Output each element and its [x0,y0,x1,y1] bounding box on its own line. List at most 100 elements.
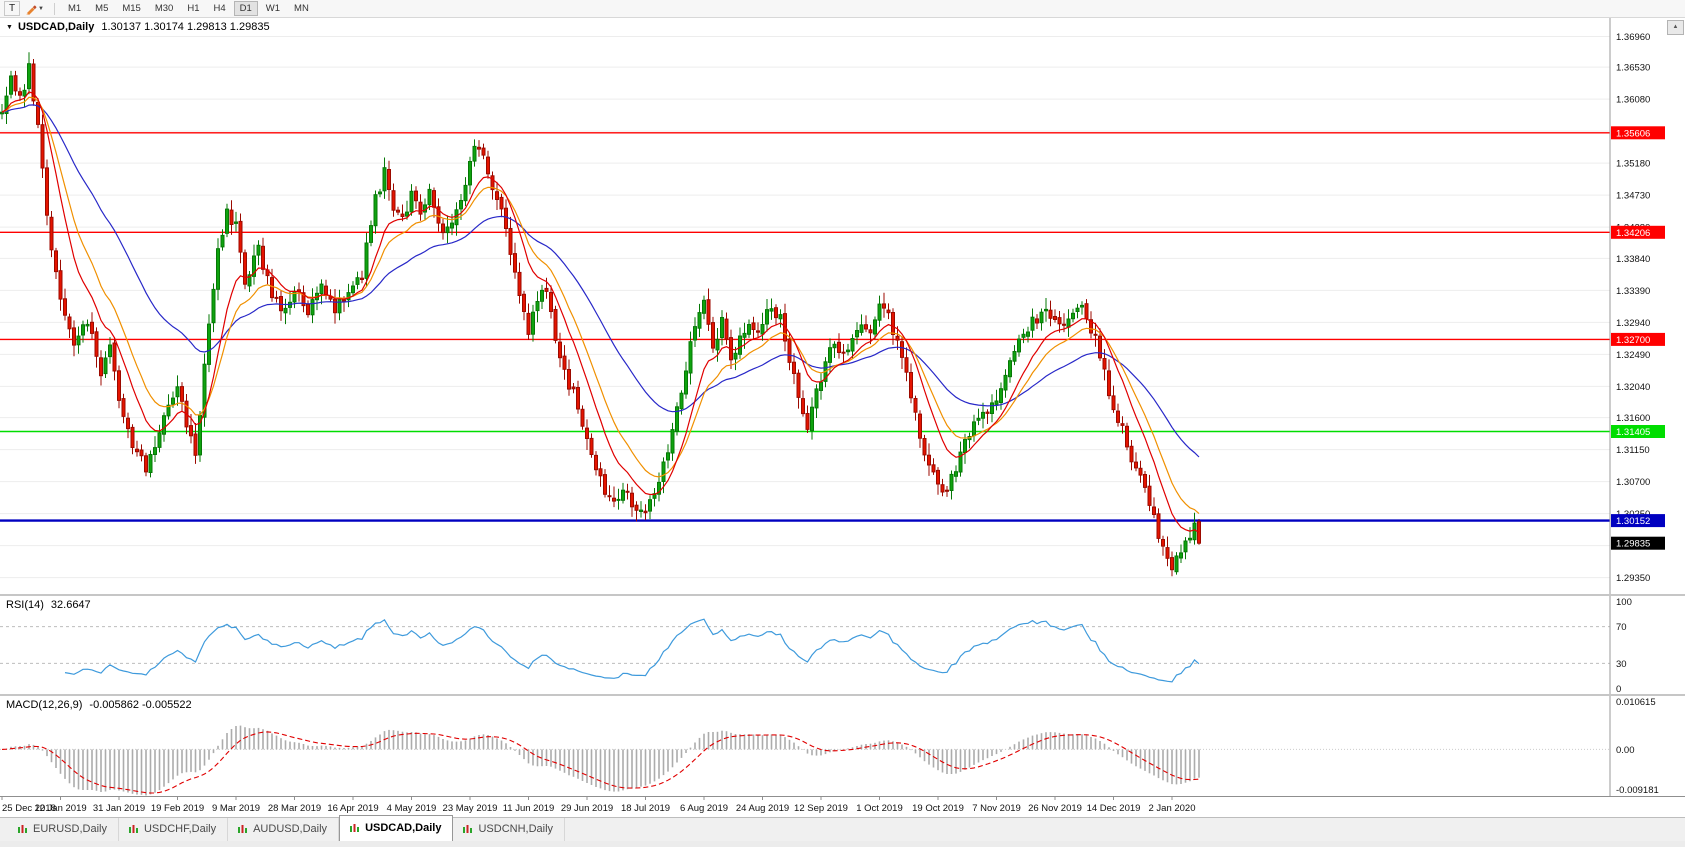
symbol-tab-bar: EURUSD,Daily USDCHF,Daily AUDUSD,Daily U… [0,815,1685,841]
chart-icon [350,824,360,832]
timeframe-m30[interactable]: M30 [149,1,179,16]
timeframe-w1[interactable]: W1 [260,1,286,16]
svg-text:23 May 2019: 23 May 2019 [443,803,498,814]
svg-text:28 Mar 2019: 28 Mar 2019 [268,803,321,814]
rsi-canvas[interactable]: 100 70 30 0 [0,596,1685,694]
crayon-icon [26,5,37,15]
price-chart-canvas[interactable]: 1.369601.365301.360801.356301.351801.347… [0,18,1685,594]
price-axis[interactable]: 1.369601.365301.360801.356301.351801.347… [1609,18,1685,594]
macd-signal-line [1,731,1200,794]
svg-text:1.30152: 1.30152 [1616,516,1650,527]
svg-text:1.32040: 1.32040 [1616,382,1650,393]
svg-text:1.31150: 1.31150 [1616,445,1650,456]
tab-usdcad-daily[interactable]: USDCAD,Daily [339,815,454,841]
macd-indicator-name: MACD(12,26,9) [6,699,83,711]
rsi-level-lines [0,626,1610,664]
svg-text:1.35606: 1.35606 [1616,128,1650,139]
tab-label: EURUSD,Daily [33,823,107,835]
svg-text:19 Oct 2019: 19 Oct 2019 [912,803,964,814]
svg-text:1.32940: 1.32940 [1616,318,1650,329]
macd-axis[interactable]: 0.010615 0.00 -0.009181 [1609,696,1685,796]
rsi-indicator-name: RSI(14) [6,599,44,611]
svg-text:1.36530: 1.36530 [1616,63,1650,74]
svg-text:9 Mar 2019: 9 Mar 2019 [212,803,260,814]
top-toolbar: T ▼ M1 M5 M15 M30 H1 H4 D1 W1 MN [0,0,1685,18]
svg-text:1.30700: 1.30700 [1616,477,1650,488]
timeframe-h4[interactable]: H4 [207,1,231,16]
macd-values: -0.005862 -0.005522 [89,699,192,711]
timeframe-h1[interactable]: H1 [181,1,205,16]
scroll-up-button[interactable]: ▲ [1667,20,1684,35]
svg-text:7 Nov 2019: 7 Nov 2019 [972,803,1021,814]
timeframe-m15[interactable]: M15 [116,1,146,16]
tab-eurusd-daily[interactable]: EURUSD,Daily [8,818,119,841]
svg-text:1.32490: 1.32490 [1616,350,1650,361]
svg-text:1.29350: 1.29350 [1616,573,1650,584]
svg-text:0: 0 [1616,684,1621,694]
toolbar-separator [53,2,55,15]
price-badge: 1.32700 [1611,332,1665,346]
price-badge: 1.30152 [1611,514,1665,528]
price-badge: 1.34206 [1611,225,1665,239]
draw-tool-button[interactable]: ▼ [22,0,47,17]
collapse-triangle-icon[interactable]: ▼ [6,23,13,31]
window-bottom-edge [0,841,1685,847]
svg-text:1.36960: 1.36960 [1616,32,1650,43]
tab-audusd-daily[interactable]: AUDUSD,Daily [228,818,340,841]
price-chart-panel[interactable]: ▼ USDCAD,Daily 1.30137 1.30174 1.29813 1… [0,18,1685,594]
svg-text:29 Jun 2019: 29 Jun 2019 [561,803,613,814]
timeframe-m5[interactable]: M5 [89,1,114,16]
svg-text:1.31405: 1.31405 [1616,427,1650,438]
svg-text:25 Dec 2018: 25 Dec 2018 [2,803,56,814]
svg-text:1 Oct 2019: 1 Oct 2019 [856,803,902,814]
rsi-axis[interactable]: 100 70 30 0 [1609,596,1685,694]
chart-icon [238,825,248,833]
macd-histogram [5,725,1200,796]
chart-ohlc-values: 1.30137 1.30174 1.29813 1.29835 [101,21,270,33]
timeframe-mn[interactable]: MN [288,1,315,16]
svg-text:70: 70 [1616,622,1627,633]
svg-text:30: 30 [1616,659,1627,670]
macd-canvas[interactable]: 0.010615 0.00 -0.009181 [0,696,1685,796]
date-axis[interactable]: 25 Dec 2018 12 Jan 2019 31 Jan 2019 19 Feb … [0,796,1685,817]
tab-usdcnh-daily[interactable]: USDCNH,Daily [453,818,566,841]
svg-text:2 Jan 2020: 2 Jan 2020 [1148,803,1195,814]
rsi-panel[interactable]: RSI(14) 32.6647 100 70 30 0 [0,596,1685,694]
svg-text:24 Aug 2019: 24 Aug 2019 [736,803,789,814]
svg-text:14 Dec 2019: 14 Dec 2019 [1087,803,1141,814]
chart-icon [463,825,473,833]
svg-text:1.35180: 1.35180 [1616,159,1650,170]
rsi-label: RSI(14) 32.6647 [6,599,91,611]
macd-panel[interactable]: MACD(12,26,9) -0.005862 -0.005522 0.0106… [0,696,1685,796]
price-badge: 1.29835 [1611,536,1665,550]
rsi-value: 32.6647 [50,599,91,611]
chart-icon [18,825,27,833]
horizontal-level-lines[interactable] [0,132,1610,522]
svg-text:31 Jan 2019: 31 Jan 2019 [93,803,145,814]
svg-text:12 Sep 2019: 12 Sep 2019 [794,803,848,814]
svg-text:18 Jul 2019: 18 Jul 2019 [621,803,670,814]
timeframe-m1[interactable]: M1 [62,1,87,16]
timeframe-d1[interactable]: D1 [233,1,258,16]
text-tool-button[interactable]: T [4,1,20,16]
svg-text:16 Apr 2019: 16 Apr 2019 [327,803,378,814]
tab-usdchf-daily[interactable]: USDCHF,Daily [119,818,229,841]
svg-text:1.29835: 1.29835 [1616,539,1650,550]
svg-text:1.34206: 1.34206 [1616,228,1650,239]
svg-text:-0.009181: -0.009181 [1616,785,1659,796]
price-badge: 1.31405 [1611,425,1665,438]
tab-label: USDCAD,Daily [365,822,442,834]
candlesticks [0,52,1201,577]
svg-text:1.31600: 1.31600 [1616,413,1650,424]
svg-text:1.32700: 1.32700 [1616,335,1650,346]
tab-label: USDCHF,Daily [143,823,217,835]
macd-label: MACD(12,26,9) -0.005862 -0.005522 [6,699,192,711]
svg-text:1.34730: 1.34730 [1616,191,1650,202]
svg-text:1.33840: 1.33840 [1616,254,1650,265]
svg-text:0.010615: 0.010615 [1616,697,1656,708]
panel-splitter[interactable] [0,694,1685,696]
price-gridlines [0,36,1610,579]
panel-splitter[interactable] [0,594,1685,596]
dropdown-caret-icon: ▼ [38,5,44,12]
